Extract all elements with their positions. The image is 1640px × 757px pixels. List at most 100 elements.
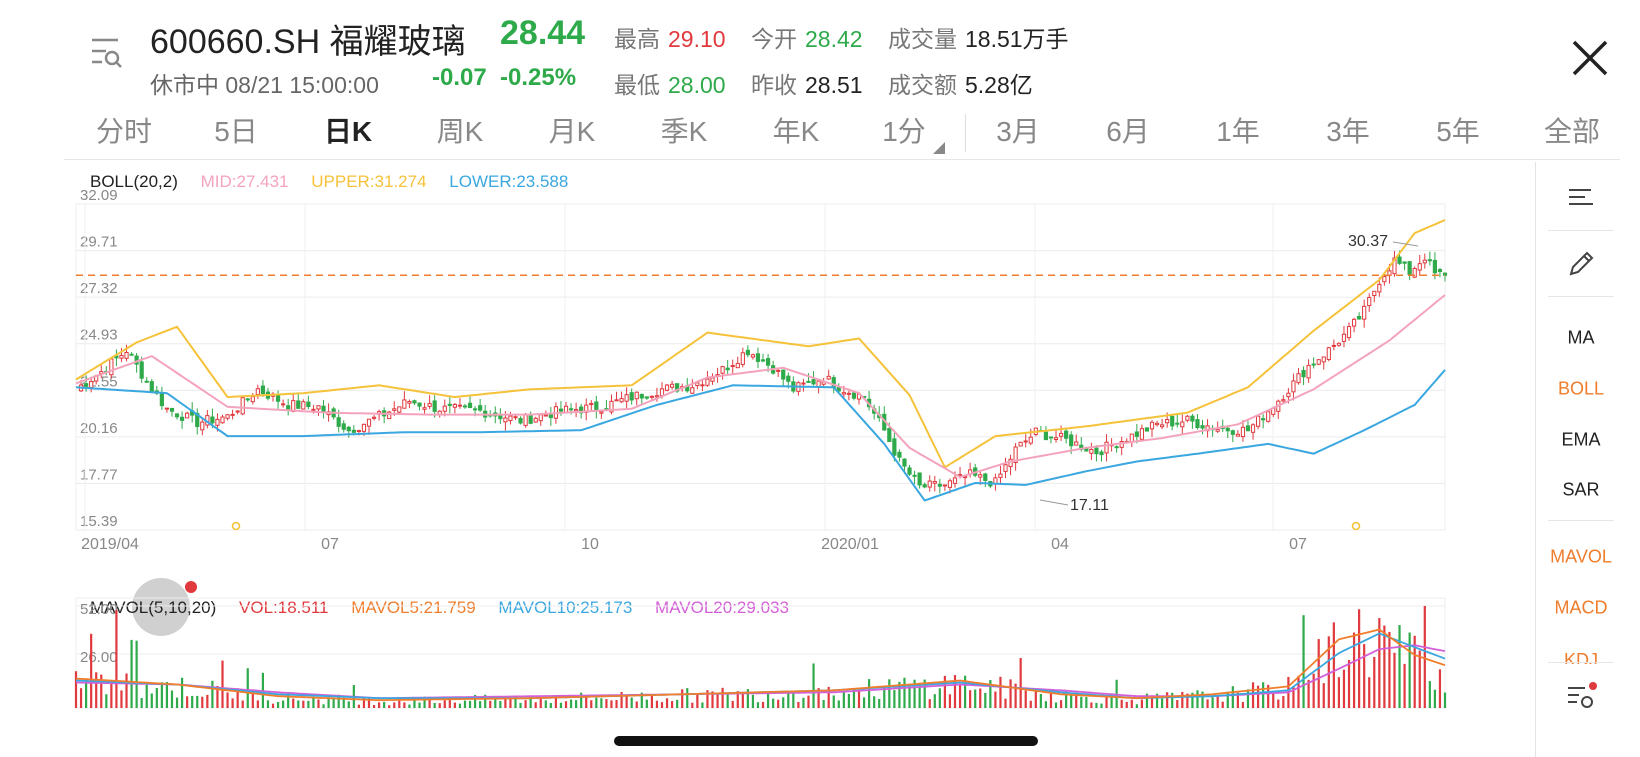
candle-body (1215, 428, 1220, 432)
indicator-ema[interactable]: EMA (1561, 429, 1601, 450)
volume-bar (857, 690, 861, 708)
candle-body (781, 369, 786, 380)
candle-body (851, 392, 857, 399)
tab-yearly-k[interactable]: 年K (772, 116, 820, 147)
tab-6month[interactable]: 6月 (1106, 116, 1150, 147)
volume-bar (1433, 689, 1436, 708)
close-icon[interactable] (1568, 36, 1612, 80)
volume-bar (797, 702, 800, 708)
volume-bar (1317, 639, 1320, 708)
candle-body (806, 380, 811, 383)
tab-daily-k[interactable]: 日K (323, 116, 373, 147)
volume-bar (1236, 692, 1239, 708)
volume-bar (817, 688, 820, 708)
volume-bar (772, 698, 775, 708)
indicator-mavol[interactable]: MAVOL (1550, 546, 1612, 567)
kline-chart[interactable]: 32.0929.7127.3224.9322.5520.1617.7715.39… (0, 160, 1535, 590)
volume-bar (1004, 698, 1007, 708)
touch-indicator (132, 578, 190, 636)
candle-body (1291, 380, 1296, 393)
volume-bar (883, 686, 886, 708)
volume-bar (1231, 686, 1234, 708)
tab-monthly-k[interactable]: 月K (548, 116, 596, 147)
candle-body (306, 401, 311, 407)
tab-quarterly-k[interactable]: 季K (660, 116, 708, 147)
tab-5year[interactable]: 5年 (1436, 116, 1480, 147)
candle-body (1043, 431, 1049, 441)
volume-bar (312, 696, 315, 708)
volume-bar (494, 698, 497, 708)
volume-bar (1383, 625, 1386, 708)
volume-bar (994, 691, 997, 708)
volume-bar (1312, 673, 1315, 708)
candle-body (1180, 421, 1185, 428)
indicator-sar[interactable]: SAR (1562, 479, 1600, 500)
volume-bar (761, 701, 765, 708)
volume-bar (120, 690, 123, 708)
candle-body (927, 480, 932, 488)
candle-body (548, 413, 553, 419)
candle-body (1099, 451, 1104, 456)
candle-body (245, 398, 250, 401)
volume-chart[interactable]: 52.00 26.00 (0, 590, 1535, 757)
volume-bar (1201, 691, 1204, 708)
volume-bar (802, 697, 805, 708)
candle-body (760, 359, 766, 362)
volume-bar (342, 697, 345, 708)
pencil-icon[interactable] (1565, 248, 1597, 280)
side-divider (1548, 296, 1614, 297)
menu-search-icon[interactable] (88, 36, 124, 70)
candle-body (639, 394, 644, 399)
candle-body (730, 365, 735, 368)
x-tick-label: 2020/01 (821, 536, 879, 553)
mavol5-line (75, 628, 1446, 702)
candle-body (1114, 446, 1119, 449)
volume-bar (736, 691, 739, 708)
tab-3year[interactable]: 3年 (1326, 116, 1370, 147)
tab-weekly-k[interactable]: 周K (436, 116, 484, 147)
candle-body (710, 377, 715, 382)
volume-bar (1347, 660, 1351, 708)
volume-bar (898, 681, 901, 708)
change-value: -0.07 (432, 64, 487, 91)
volume-bar (468, 700, 472, 708)
volume-bar (458, 703, 462, 708)
volume-bar (812, 663, 815, 708)
volume-bar (1176, 700, 1179, 708)
candle-body (351, 429, 356, 433)
tab-3month[interactable]: 3月 (996, 116, 1040, 147)
candle-body (1437, 269, 1443, 273)
volume-bar (453, 702, 456, 708)
indicator-macd[interactable]: MACD (1554, 597, 1608, 618)
candle-body (1367, 297, 1372, 307)
side-divider (1548, 662, 1614, 663)
volume-bar (1145, 693, 1149, 708)
indicator-boll[interactable]: BOLL (1557, 378, 1605, 399)
tab-all[interactable]: 全部 (1543, 116, 1601, 147)
volume-bar (862, 697, 866, 708)
candle-body (1402, 261, 1407, 264)
volume-tick-label: 26.00 (80, 649, 118, 666)
volume-bar (731, 700, 734, 708)
boll-lower: LOWER:23.588 (449, 172, 569, 191)
candle-body (321, 405, 326, 413)
settings-list-icon[interactable] (1565, 680, 1597, 712)
indicator-kdj[interactable]: KDJ (1563, 650, 1598, 664)
candle-body (392, 408, 397, 411)
tab-5day[interactable]: 5日 (214, 116, 258, 147)
volume-bar (145, 684, 148, 708)
list-lines-icon[interactable] (1565, 182, 1597, 214)
tab-intraday[interactable]: 分时 (95, 116, 153, 147)
candle-body (301, 401, 306, 410)
volume-bar (686, 688, 689, 708)
volume-bar (1019, 658, 1022, 708)
candle-body (750, 354, 756, 358)
tab-1year[interactable]: 1年 (1216, 116, 1260, 147)
volume-bar (1373, 656, 1376, 708)
volume-bar (1418, 650, 1421, 708)
dropdown-triangle-icon[interactable] (933, 142, 945, 154)
indicator-ma[interactable]: MA (1567, 327, 1595, 348)
tab-1min[interactable]: 1分 (882, 116, 926, 147)
volume-bar (868, 679, 871, 708)
volume-bar (963, 675, 967, 708)
